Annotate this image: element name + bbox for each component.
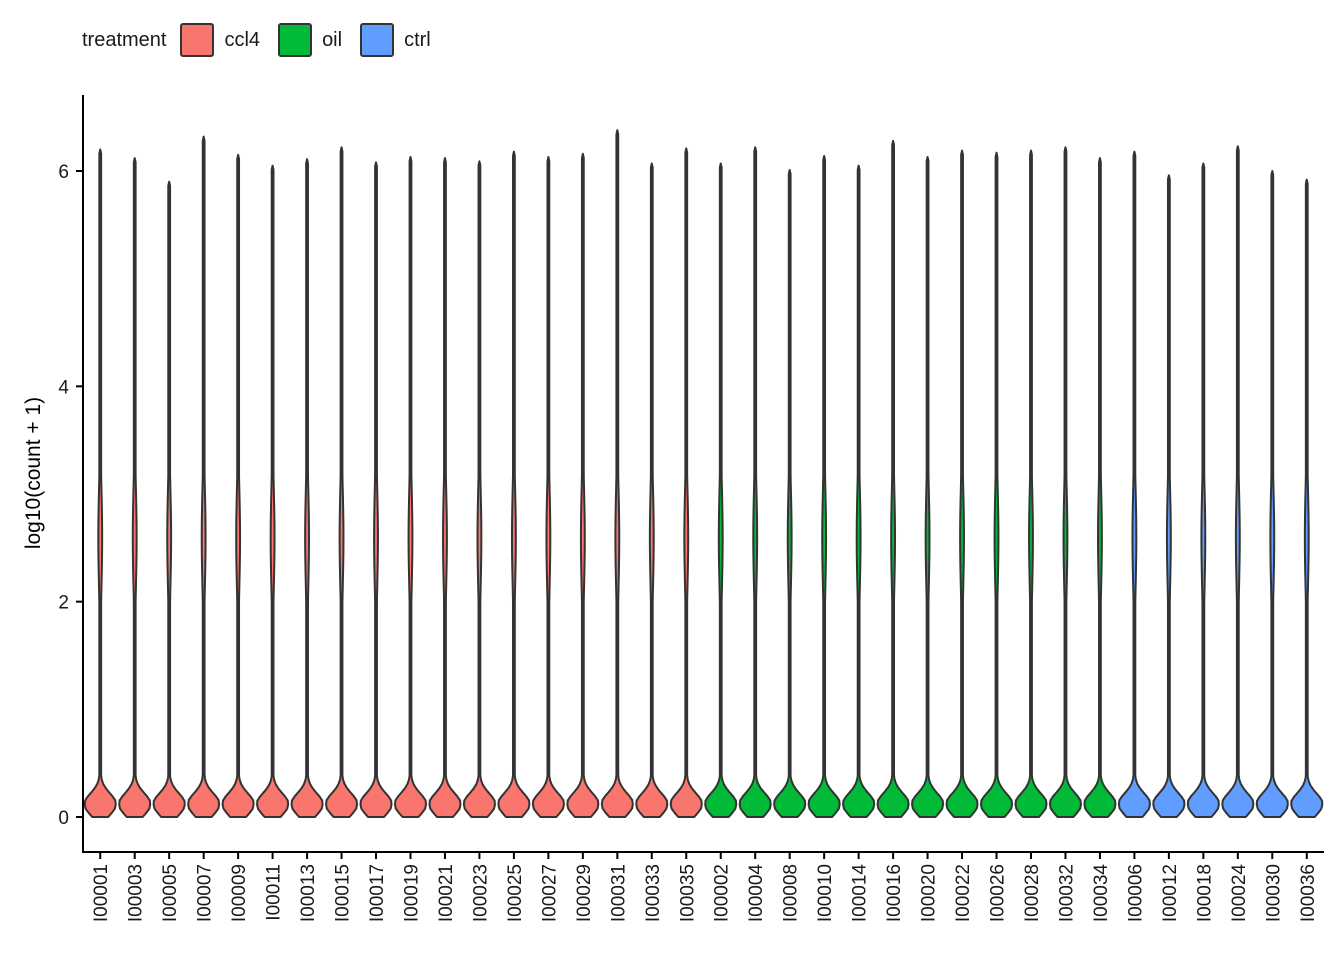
violin-I00034 — [1083, 157, 1117, 818]
x-tick-label-I00008: I00008 — [781, 864, 802, 922]
x-tick-label-I00016: I00016 — [884, 864, 905, 922]
legend-item-ccl4: ccl4 — [180, 23, 260, 57]
violin-I00016 — [876, 139, 910, 818]
violin-I00023 — [462, 160, 496, 818]
x-tick-label-I00020: I00020 — [919, 864, 940, 922]
x-tick-label-I00027: I00027 — [539, 864, 560, 922]
y-tick-label-6: 6 — [58, 162, 69, 183]
violin-I00031 — [600, 129, 634, 818]
y-ticks-group: 0 2 4 6 — [58, 162, 83, 829]
violin-I00017 — [359, 161, 393, 818]
x-tick-label-I00026: I00026 — [988, 864, 1009, 922]
legend-key-ccl4 — [180, 23, 215, 57]
x-tick-label-I00014: I00014 — [850, 864, 871, 923]
x-tick-label-I00032: I00032 — [1056, 864, 1077, 922]
x-ticks-group: I00001 I00003 I00005 I00007 I00009 I00011 I000… — [91, 852, 1319, 922]
legend-item-ctrl: ctrl — [360, 23, 431, 57]
x-tick-label-I00019: I00019 — [401, 864, 422, 922]
violin-I00008 — [773, 168, 807, 818]
x-tick-label-I00030: I00030 — [1263, 864, 1284, 922]
violin-I00004 — [738, 146, 772, 818]
x-tick-label-I00006: I00006 — [1125, 864, 1146, 922]
violin-I00035 — [669, 147, 703, 818]
x-tick-label-I00003: I00003 — [126, 864, 147, 922]
violin-I00001 — [83, 148, 117, 818]
legend-key-ctrl — [360, 23, 395, 57]
x-tick-label-I00002: I00002 — [712, 864, 733, 922]
x-tick-label-I00028: I00028 — [1022, 864, 1043, 922]
x-tick-label-I00007: I00007 — [195, 864, 216, 922]
legend-label-ccl4: ccl4 — [224, 28, 261, 51]
legend: treatment ccl4 oil ctrl — [82, 22, 449, 58]
x-tick-label-I00022: I00022 — [953, 864, 974, 922]
x-tick-label-I00025: I00025 — [505, 864, 526, 922]
violin-I00006 — [1117, 150, 1151, 818]
x-tick-label-I00033: I00033 — [643, 864, 664, 922]
violin-I00033 — [635, 162, 669, 818]
violin-I00015 — [325, 146, 359, 818]
x-tick-label-I00015: I00015 — [333, 864, 354, 922]
x-tick-label-I00021: I00021 — [436, 864, 457, 922]
x-tick-label-I00029: I00029 — [574, 864, 595, 922]
y-tick-label-2: 2 — [58, 593, 69, 614]
violin-I00021 — [428, 157, 462, 818]
x-tick-label-I00023: I00023 — [470, 864, 491, 922]
violin-I00014 — [842, 164, 876, 818]
x-tick-label-I00018: I00018 — [1194, 864, 1215, 922]
x-tick-label-I00012: I00012 — [1160, 864, 1181, 922]
x-tick-label-I00031: I00031 — [608, 864, 629, 922]
x-tick-label-I00011: I00011 — [264, 864, 285, 921]
x-tick-label-I00024: I00024 — [1229, 864, 1250, 923]
violin-I00018 — [1186, 162, 1220, 818]
violin-I00027 — [531, 156, 565, 818]
x-tick-label-I00035: I00035 — [677, 864, 698, 922]
violin-I00007 — [187, 135, 221, 818]
violin-I00009 — [221, 153, 255, 818]
x-tick-label-I00001: I00001 — [91, 864, 112, 922]
violin-I00013 — [290, 158, 324, 818]
violin-I00003 — [118, 157, 152, 818]
legend-key-oil — [278, 23, 313, 57]
x-tick-label-I00013: I00013 — [298, 864, 319, 922]
x-tick-label-I00017: I00017 — [367, 864, 388, 922]
x-tick-label-I00034: I00034 — [1091, 864, 1112, 923]
legend-title: treatment — [82, 28, 167, 51]
legend-label-ctrl: ctrl — [404, 28, 431, 51]
y-axis-title: log10(count + 1) — [22, 397, 45, 549]
violin-I00029 — [566, 152, 600, 818]
violin-I00019 — [393, 156, 427, 818]
x-tick-label-I00036: I00036 — [1298, 864, 1319, 922]
violin-I00032 — [1048, 146, 1082, 818]
x-tick-label-I00004: I00004 — [746, 864, 767, 923]
violin-I00026 — [980, 151, 1014, 818]
violin-I00010 — [807, 154, 841, 818]
violin-I00002 — [704, 162, 738, 818]
y-tick-label-0: 0 — [58, 808, 69, 829]
violin-I00005 — [152, 180, 186, 818]
violin-I00024 — [1221, 145, 1255, 818]
violin-I00025 — [497, 150, 531, 818]
violin-I00030 — [1255, 170, 1289, 818]
x-tick-label-I00005: I00005 — [160, 864, 181, 922]
legend-label-oil: oil — [322, 28, 343, 51]
violin-I00020 — [911, 156, 945, 818]
violin-I00036 — [1290, 178, 1324, 818]
violin-I00011 — [256, 164, 290, 818]
violin-I00012 — [1152, 174, 1186, 818]
violins-group — [83, 129, 1324, 818]
x-tick-label-I00009: I00009 — [229, 864, 250, 922]
violin-I00028 — [1014, 149, 1048, 818]
y-tick-label-4: 4 — [58, 377, 69, 398]
violin-I00022 — [945, 149, 979, 818]
x-tick-label-I00010: I00010 — [815, 864, 836, 922]
legend-item-oil: oil — [278, 23, 342, 57]
